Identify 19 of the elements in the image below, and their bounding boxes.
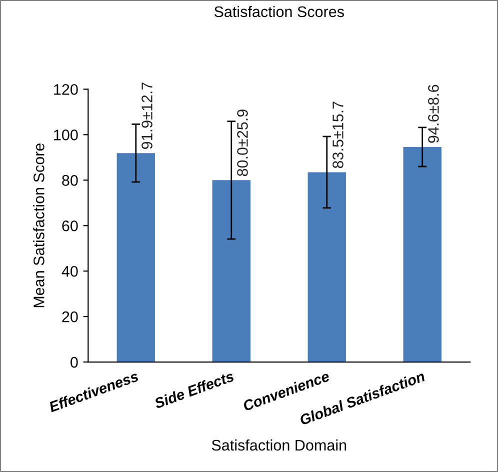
y-tick-label: 0: [70, 356, 78, 368]
x-tick-label: Side Effects: [153, 370, 235, 409]
y-tick-label: 60: [62, 220, 78, 232]
y-tick-label: 80: [62, 175, 78, 186]
y-tick-label: 120: [54, 84, 78, 95]
data-label: 91.9±12.7: [142, 82, 152, 149]
y-axis-title: Mean Satisfaction Score: [33, 143, 44, 308]
bar: [212, 180, 250, 362]
y-tick-label: 100: [54, 130, 78, 140]
y-tick-label: 20: [62, 311, 78, 322]
data-label: 94.6±8.6: [428, 84, 439, 143]
data-label: 80.0±25.9: [237, 110, 248, 176]
bar: [116, 153, 155, 362]
chart-title: Satisfaction Scores: [214, 6, 344, 18]
y-tick-label: 40: [62, 266, 78, 277]
bar: [403, 146, 442, 362]
bar: [308, 172, 346, 362]
data-label: 83.5±15.7: [332, 102, 344, 168]
x-axis-title: Satisfaction Domain: [212, 439, 346, 451]
